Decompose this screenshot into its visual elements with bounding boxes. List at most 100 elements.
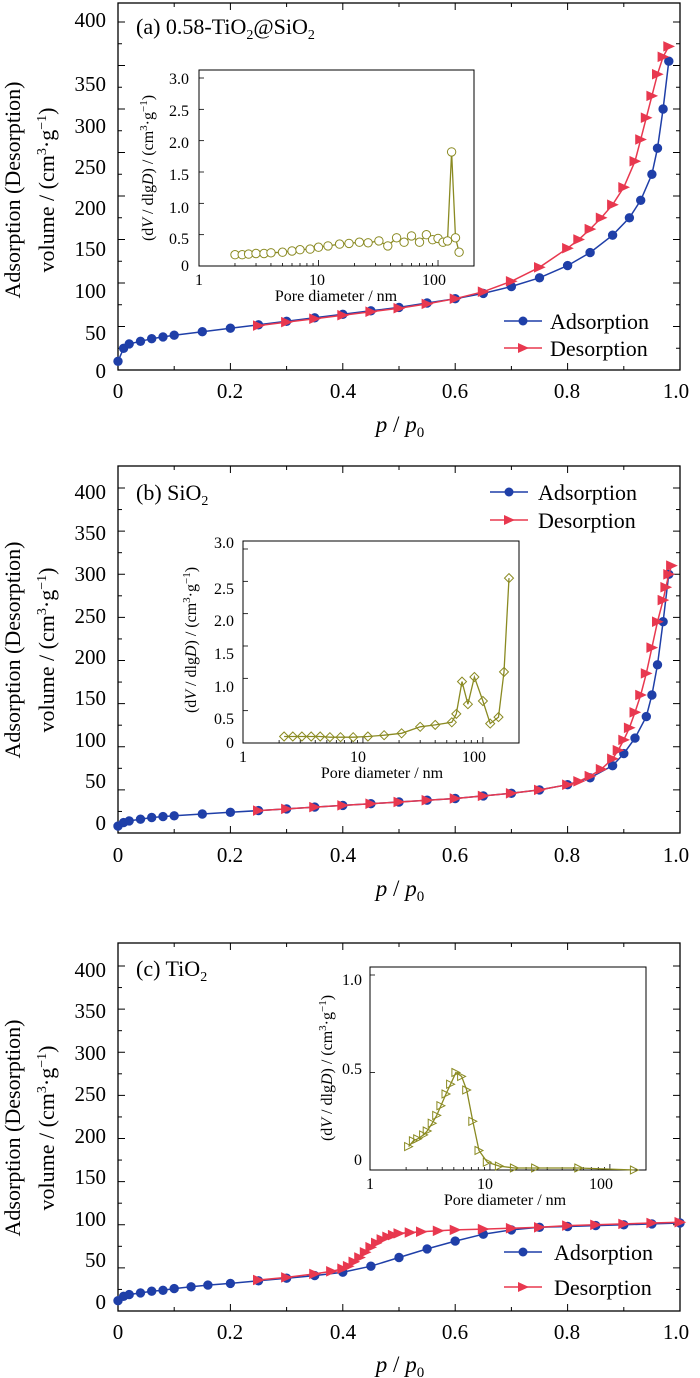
xlabel-p: p — [374, 1352, 388, 1377]
inset-point — [422, 1126, 433, 1136]
panel-a-ytick: 400 — [75, 8, 107, 32]
adsorption-point — [169, 330, 179, 340]
xlabel-sep: / — [387, 412, 405, 437]
panel-a: 0 50 100 150 200 250 300 350 400 0 0.2 0… — [0, 2, 689, 441]
inset-point — [305, 244, 315, 254]
desorption-point — [674, 1216, 687, 1228]
panel-a-ytick: 50 — [85, 321, 106, 345]
panel-a-xlabel: p / p0 — [374, 412, 424, 441]
panel-c-ytick: 400 — [75, 958, 107, 982]
ylabel-line2: volume / (cm3·g−1) — [34, 1046, 59, 1211]
panel-c-plot-area — [113, 942, 687, 1312]
desorption-point — [584, 770, 597, 782]
inset-point — [391, 233, 402, 243]
desorption-point — [590, 1219, 602, 1231]
adsorption-point — [641, 711, 651, 722]
panel-b-xtick: 0.2 — [217, 843, 243, 867]
adsorption-point — [647, 169, 657, 180]
panel-b-xtick: 1.0 — [663, 843, 689, 867]
panel-c-xtick: 0 — [113, 1320, 124, 1344]
panel-b-ytick: 150 — [75, 686, 107, 710]
inset-point — [531, 1163, 541, 1173]
desorption-point — [573, 234, 586, 245]
adsorption-point — [197, 809, 208, 819]
adsorption-series — [113, 56, 674, 366]
inset-xtick: 10 — [477, 1176, 493, 1193]
ylabel-line2-part: −1 — [35, 1053, 50, 1068]
panel-label-part: 2 — [200, 970, 207, 985]
panel-c-xticks: 0 0.2 0.4 0.6 0.8 1.0 — [113, 1320, 689, 1344]
panel-a-title: (a) 0.58-TiO2@SiO2 — [136, 14, 315, 43]
inset-ylabel-part: V — [319, 1116, 336, 1128]
inset-ylabel-part: ) — [140, 95, 157, 100]
adsorption-point — [636, 195, 646, 206]
desorption-point — [449, 1224, 462, 1236]
xlabel-sub: 0 — [417, 425, 425, 441]
inset-ylabel-part: −1 — [317, 1000, 329, 1012]
inset-ytick: 0.5 — [169, 231, 189, 248]
panel-a-xtick: 0.6 — [442, 379, 468, 403]
inset-ylabel-part: ) — [319, 995, 336, 1000]
ylabel-line2-part: volume / (cm — [34, 1093, 59, 1210]
panel-c-ytick: 50 — [85, 1248, 106, 1272]
inset-point — [451, 708, 462, 720]
desorption-point — [354, 1252, 366, 1263]
adsorption-point — [652, 143, 663, 153]
desorption-point — [421, 298, 434, 310]
adsorption-point — [158, 332, 168, 342]
inset-ylabel-part: / dlg — [319, 1085, 336, 1118]
desorption-point — [618, 182, 631, 193]
inset-ylabel-part: 3 — [138, 125, 150, 131]
desorption-point — [505, 1222, 518, 1234]
adsorption-point — [534, 273, 545, 283]
inset-point — [454, 247, 464, 257]
panel-c-xtick: 0.2 — [217, 1320, 243, 1344]
adsorption-point — [169, 811, 179, 821]
inset-point — [574, 1163, 584, 1173]
panel-b-ytick: 300 — [75, 562, 107, 586]
desorption-point — [477, 790, 490, 802]
inset-point — [305, 731, 317, 742]
adsorption-point — [147, 1286, 157, 1296]
inset-ytick: 1.0 — [169, 200, 189, 217]
inset-ytick: 0 — [181, 258, 189, 275]
inset-xtick: 100 — [422, 272, 446, 289]
inset-point — [347, 731, 359, 743]
inset-point — [374, 236, 384, 246]
adsorption-point — [658, 104, 668, 114]
panel-b-xtick: 0.8 — [554, 843, 580, 867]
adsorption-point — [225, 807, 236, 817]
adsorption-point — [607, 230, 618, 240]
inset-ytick: 2.0 — [214, 613, 234, 630]
desorption-point — [477, 1223, 490, 1235]
inset-point — [354, 237, 365, 247]
desorption-point — [562, 779, 574, 790]
desorption-point — [618, 1218, 631, 1230]
inset-point — [441, 1089, 452, 1099]
ylabel-line2: volume / (cm3·g−1) — [34, 568, 59, 733]
panel-b-ytick: 100 — [75, 728, 107, 752]
ylabel-line1: Adsorption (Desorption) — [0, 542, 25, 759]
desorption-point — [365, 1241, 378, 1253]
inset-point — [295, 245, 305, 255]
panel-label-part: 2 — [201, 494, 208, 509]
adsorption-point — [135, 1288, 146, 1298]
xlabel-p0: p — [403, 412, 417, 437]
panel-b-xlabel: p / p0 — [374, 876, 424, 905]
adsorption-point — [422, 1244, 432, 1254]
inset-ytick: 1.5 — [214, 646, 234, 663]
ylabel-line2-part: ) — [34, 568, 59, 575]
desorption-point — [365, 798, 378, 809]
desorption-point — [652, 616, 664, 627]
desorption-point — [629, 155, 642, 167]
adsorption-point — [562, 260, 573, 271]
inset-ylabel-part: ) / (cm — [140, 130, 157, 173]
inset-ylabel-part: D — [319, 1073, 336, 1086]
desorption-point — [281, 1272, 293, 1283]
desorption-line — [258, 565, 673, 812]
adsorption-point — [585, 247, 595, 258]
inset-ylabel-part: / dlg — [183, 657, 200, 690]
panel-c-xtick: 1.0 — [663, 1320, 689, 1344]
desorption-point — [663, 41, 676, 52]
inset-point — [296, 731, 308, 742]
